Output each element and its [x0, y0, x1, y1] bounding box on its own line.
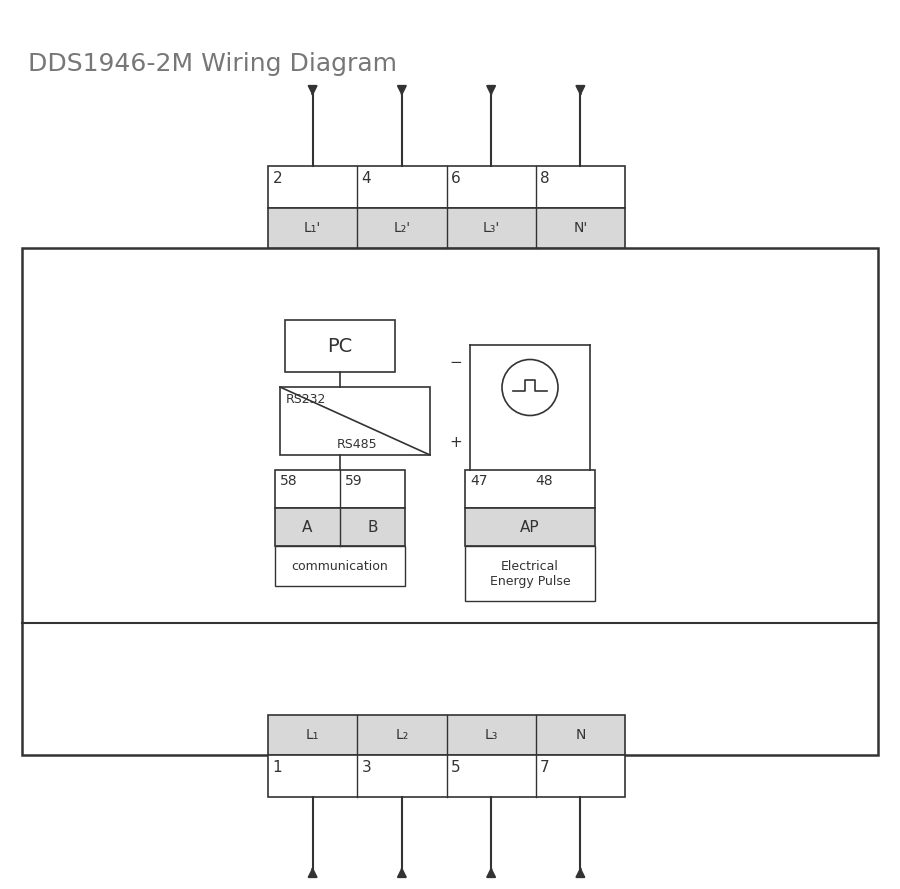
Bar: [268, 208, 625, 248]
Text: communication: communication: [292, 559, 389, 573]
Text: RS485: RS485: [337, 438, 378, 451]
Bar: [275, 546, 405, 586]
Text: −: −: [449, 355, 462, 370]
Bar: [22, 248, 878, 755]
Bar: [275, 470, 405, 508]
Text: L₂: L₂: [395, 728, 409, 742]
Text: L₁': L₁': [304, 221, 321, 235]
Text: 47: 47: [470, 474, 488, 488]
Text: L₂': L₂': [393, 221, 410, 235]
Bar: [465, 508, 595, 546]
Text: L₃': L₃': [482, 221, 500, 235]
Text: N': N': [573, 221, 588, 235]
Text: 7: 7: [540, 760, 550, 775]
Text: Electrical
Energy Pulse: Electrical Energy Pulse: [490, 559, 571, 588]
Text: 58: 58: [280, 474, 298, 488]
Text: 59: 59: [345, 474, 363, 488]
Bar: [268, 166, 625, 208]
Text: A: A: [302, 519, 312, 534]
Text: RS232: RS232: [286, 393, 327, 406]
Text: 3: 3: [362, 760, 372, 775]
Text: 2: 2: [273, 171, 282, 186]
Text: 6: 6: [451, 171, 461, 186]
Text: 48: 48: [535, 474, 553, 488]
Text: 5: 5: [451, 760, 461, 775]
Text: L₁: L₁: [306, 728, 319, 742]
Bar: [280, 387, 430, 455]
Text: L₃: L₃: [484, 728, 498, 742]
Text: 8: 8: [540, 171, 550, 186]
Text: 1: 1: [273, 760, 282, 775]
Text: N: N: [575, 728, 586, 742]
Bar: [268, 715, 625, 755]
Text: +: +: [449, 435, 462, 450]
Text: 4: 4: [362, 171, 372, 186]
Bar: [275, 508, 405, 546]
Text: DDS1946-2M Wiring Diagram: DDS1946-2M Wiring Diagram: [28, 52, 397, 76]
Bar: [465, 470, 595, 508]
Bar: [268, 755, 625, 797]
Bar: [465, 546, 595, 601]
Text: B: B: [367, 519, 378, 534]
Text: AP: AP: [520, 519, 540, 534]
Bar: [285, 320, 395, 372]
Text: PC: PC: [328, 337, 353, 356]
